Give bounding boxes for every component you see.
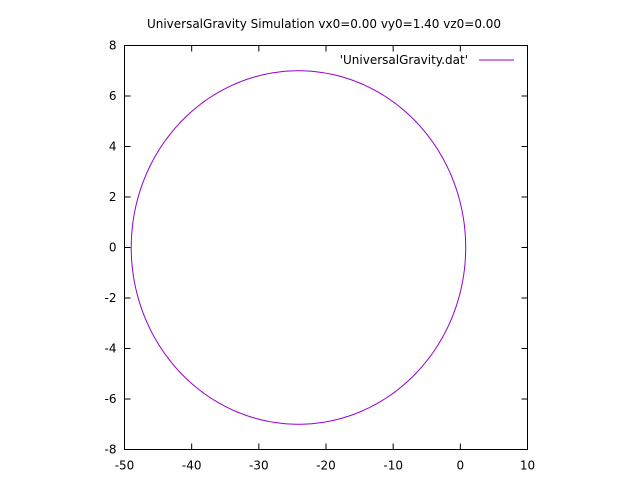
x-tick-label: -10	[383, 459, 403, 473]
y-tick-label: -8	[105, 443, 117, 457]
y-tick-label: 6	[109, 89, 117, 103]
y-tick-label: 8	[109, 39, 117, 53]
chart-title: UniversalGravity Simulation vx0=0.00 vy0…	[147, 17, 501, 31]
y-tick-label: -6	[105, 392, 117, 406]
x-tick-label: -40	[182, 459, 202, 473]
legend-label: 'UniversalGravity.dat'	[340, 53, 468, 67]
axis-ticks	[124, 45, 528, 450]
x-tick-label: -20	[316, 459, 336, 473]
x-tick-label: -50	[115, 459, 135, 473]
y-tick-label: 0	[109, 241, 117, 255]
y-tick-label: 2	[109, 190, 117, 204]
x-tick-label: -30	[249, 459, 269, 473]
x-tick-label: 10	[520, 459, 535, 473]
y-tick-label: -2	[105, 291, 117, 305]
y-tick-label: -4	[105, 342, 117, 356]
series-line-universalgravity	[130, 70, 467, 425]
plot-area-border	[124, 45, 528, 450]
x-tick-label: 0	[457, 459, 465, 473]
y-tick-label: 4	[109, 140, 117, 154]
